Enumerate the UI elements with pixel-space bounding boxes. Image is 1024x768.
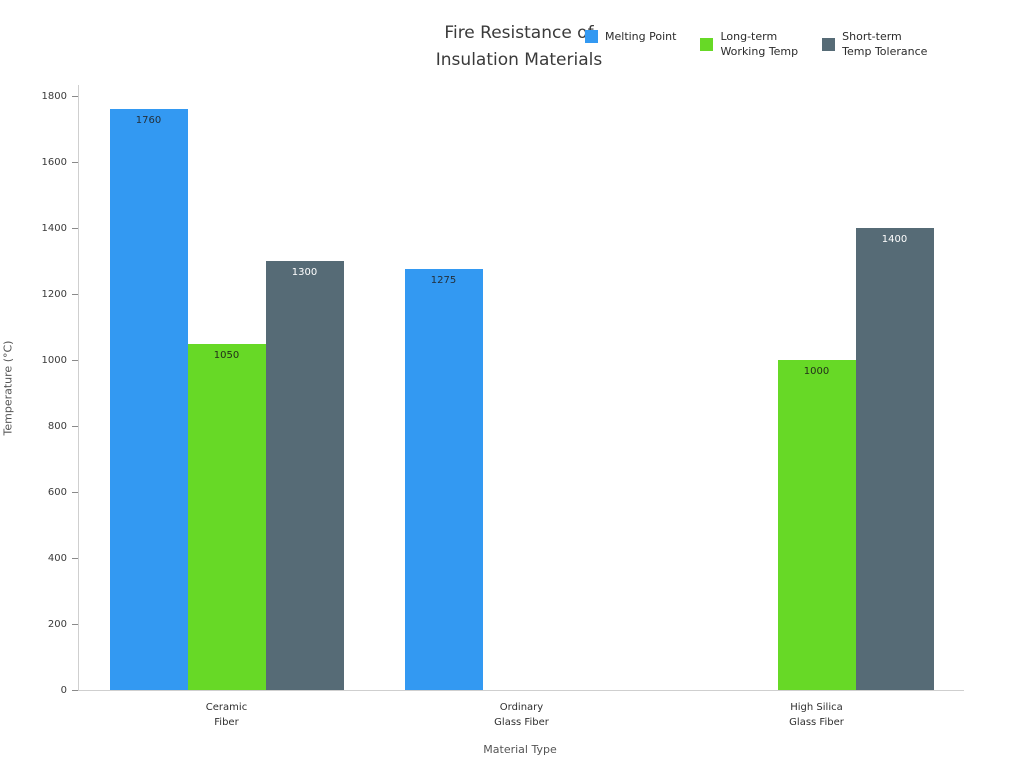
y-tick-label: 800 (47, 421, 67, 432)
y-tick (72, 95, 78, 97)
legend-swatch (585, 30, 598, 43)
x-tick-label: High Silica Glass Fiber (789, 702, 844, 728)
bar (187, 343, 266, 690)
bar-value-label: 1000 (803, 366, 830, 377)
bar-value-label: 1300 (291, 267, 318, 278)
x-axis-title: Material Type (483, 743, 557, 756)
y-axis-title: Temperature (°C) (1, 340, 15, 436)
y-tick (72, 557, 78, 559)
bar-value-label: 1400 (881, 234, 908, 245)
bar (777, 360, 856, 690)
y-tick (72, 491, 78, 493)
y-tick (72, 425, 78, 427)
bar-value-label: 1760 (135, 115, 162, 127)
bar (404, 269, 483, 690)
bar-value-label: 1050 (213, 349, 240, 361)
y-tick-label: 1400 (41, 223, 67, 234)
legend-label: Melting Point (605, 30, 677, 43)
bar (855, 228, 934, 690)
legend-item: Melting Point (585, 29, 676, 44)
chart-legend: Melting Point Long-term Working Temp Short… (585, 29, 927, 59)
legend-item: Long-term Working Temp (700, 29, 798, 59)
y-tick-label: 1600 (41, 157, 67, 168)
y-tick (72, 623, 78, 625)
bar (109, 109, 188, 690)
y-tick (72, 293, 78, 295)
y-tick (72, 227, 78, 229)
y-tick-label: 1800 (41, 91, 67, 102)
y-tick (72, 689, 78, 691)
y-tick-label: 1000 (41, 355, 67, 366)
chart-title: Fire Resistance of Insulation Materials (436, 20, 602, 74)
y-tick-label: 400 (47, 553, 67, 564)
y-tick-label: 0 (60, 685, 67, 696)
y-tick (72, 161, 78, 163)
y-tick (72, 359, 78, 361)
legend-label: Short-term Temp Tolerance (842, 30, 928, 58)
plot-area: 0 200 400 600 800 1000 1200 1400 1600 1800 1760 127… (42, 85, 964, 728)
bar-value-label: 1275 (430, 275, 457, 287)
x-tick-label: Ceramic Fiber (205, 702, 248, 728)
legend-item: Short-term Temp Tolerance (822, 29, 927, 59)
legend-swatch (822, 37, 836, 51)
legend-swatch (700, 37, 714, 51)
y-tick-label: 1200 (41, 289, 67, 300)
legend-label: Long-term Working Temp (720, 30, 799, 58)
y-tick-label: 600 (47, 487, 67, 498)
chart-title-line-2: Insulation Materials (435, 50, 603, 70)
y-tick-label: 200 (47, 619, 67, 630)
bar (265, 261, 344, 690)
chart-title-line-1: Fire Resistance of (444, 23, 594, 43)
x-tick-label: Ordinary Glass Fiber (494, 702, 549, 728)
